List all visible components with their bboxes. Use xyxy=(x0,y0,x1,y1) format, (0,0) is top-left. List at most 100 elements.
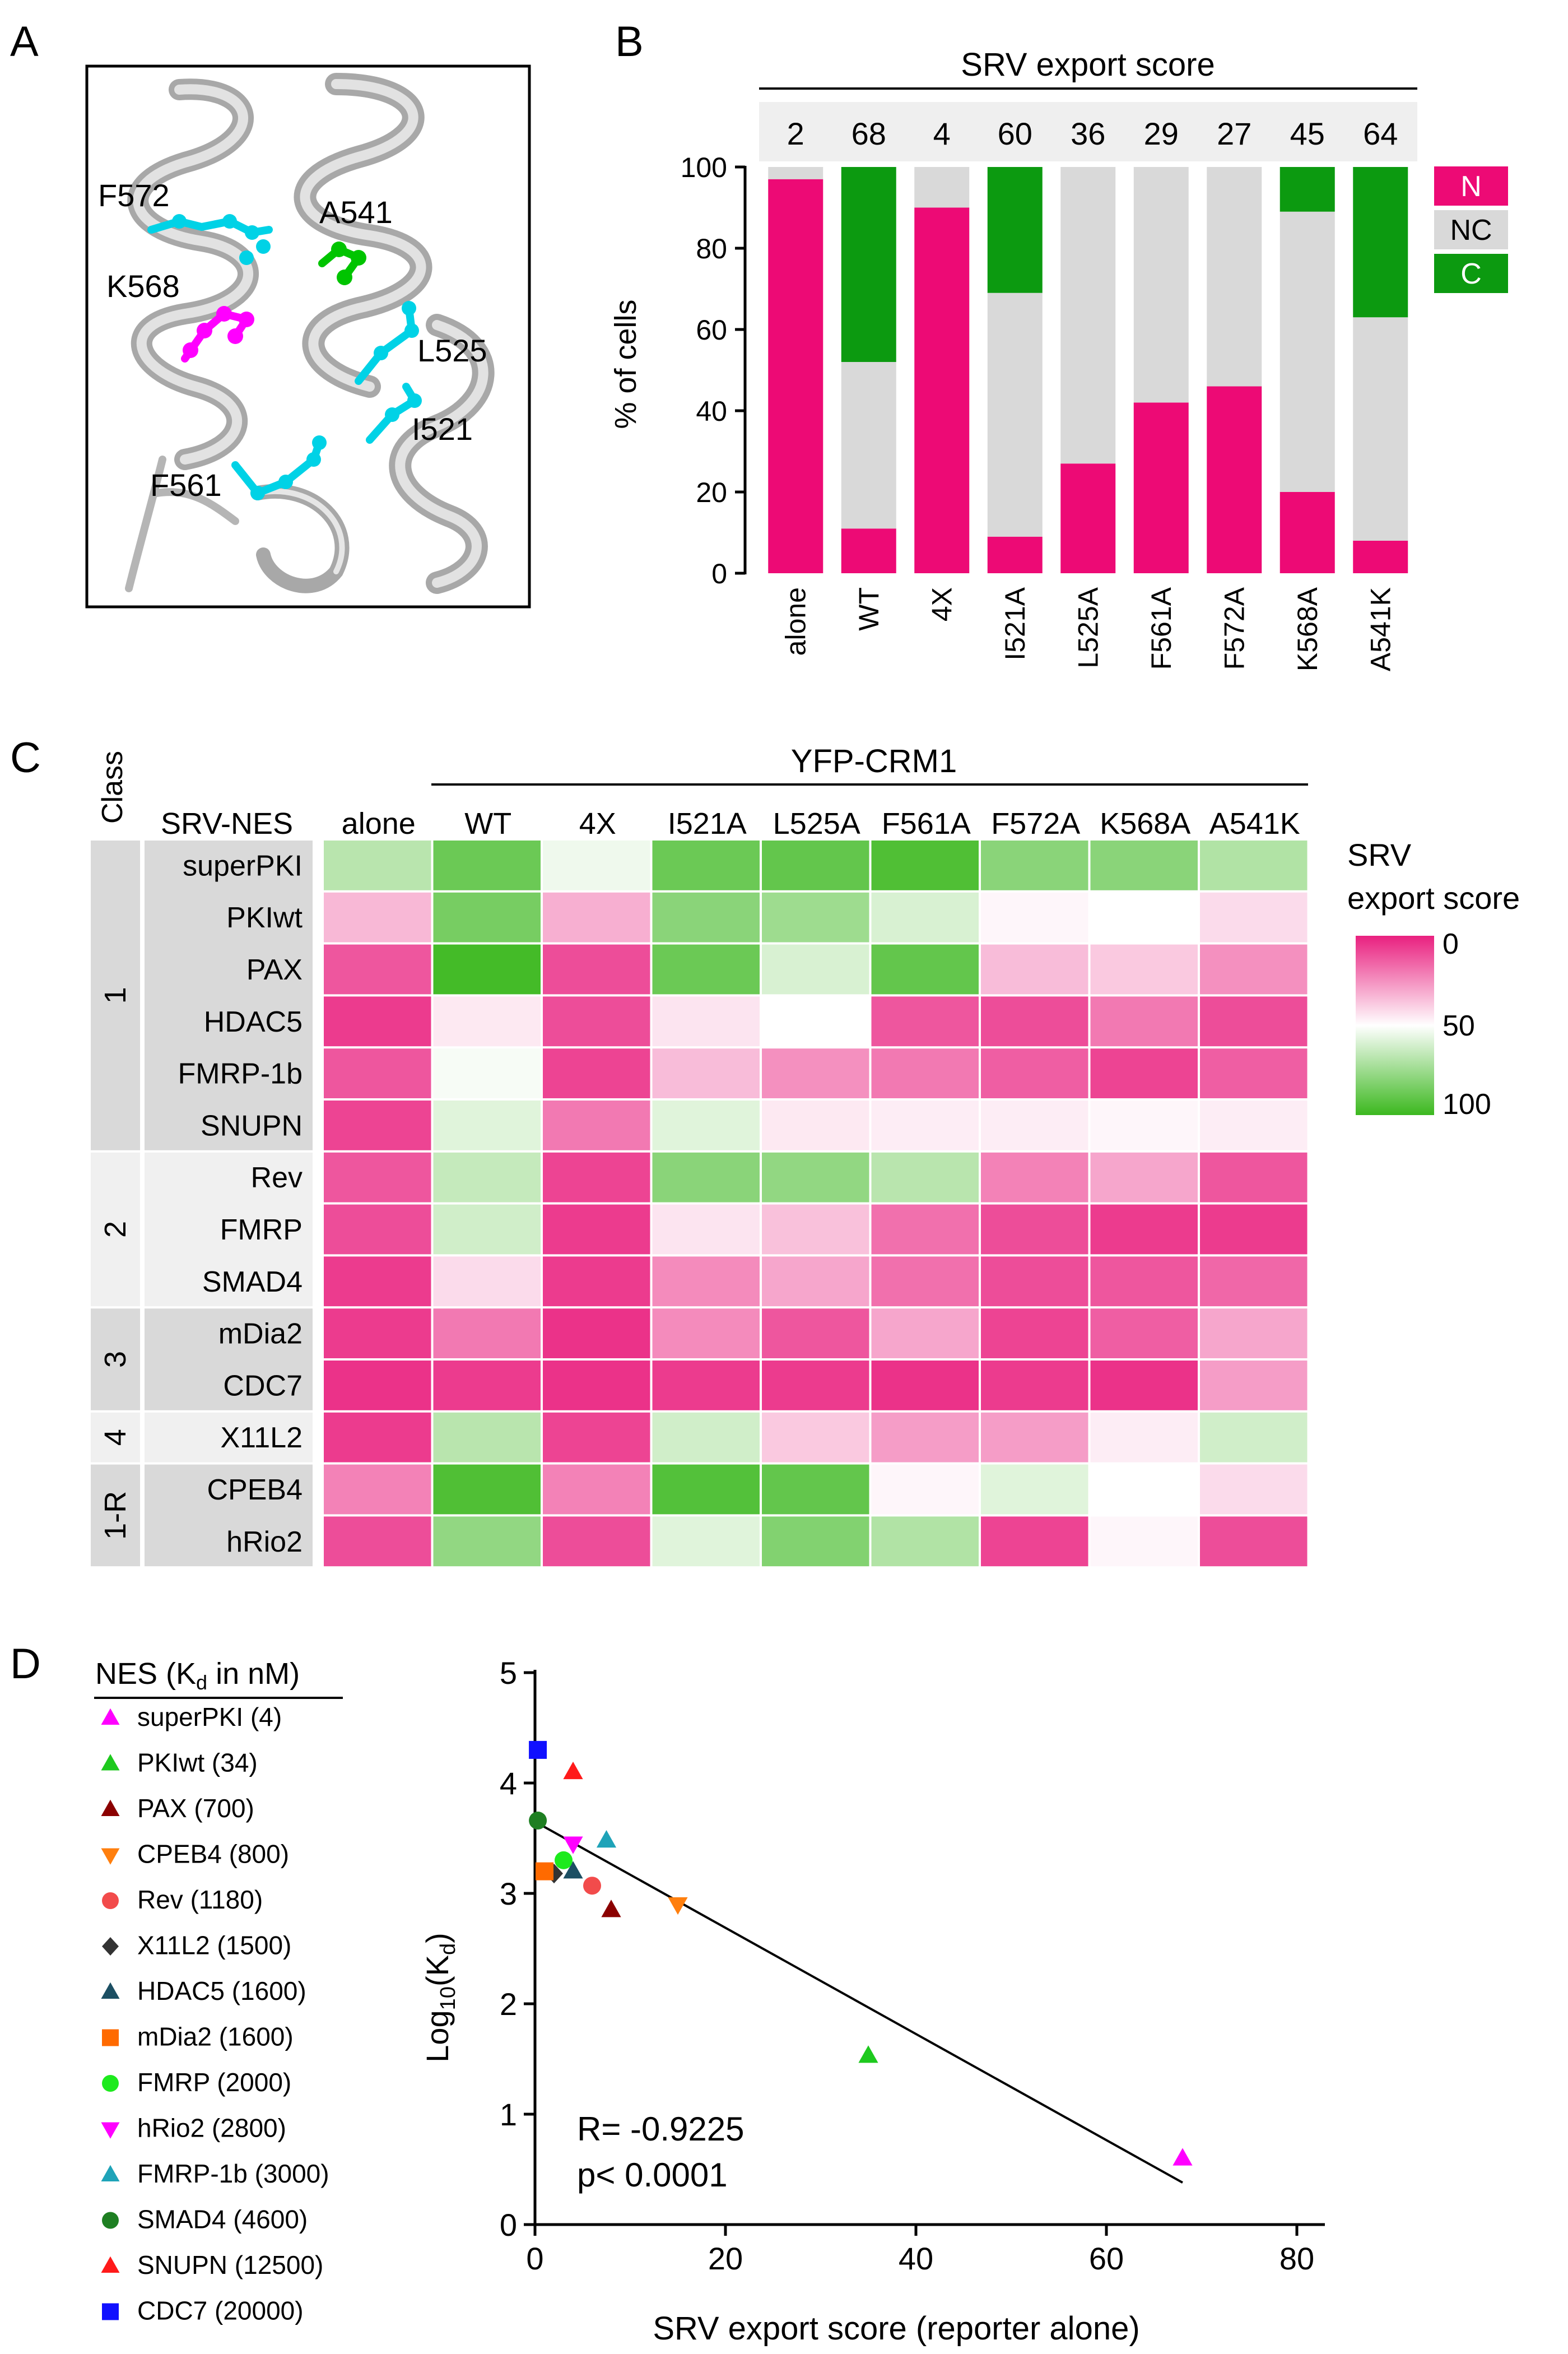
point-smad4 xyxy=(529,1811,547,1830)
heatmap-class-bands: 1 2 3 4 1-R xyxy=(91,841,313,1567)
heatmap-cell xyxy=(433,996,541,1047)
row-header-band xyxy=(145,1464,313,1567)
score-values: 2 68 4 60 36 29 27 45 64 xyxy=(787,116,1398,151)
heatmap-cell xyxy=(762,1256,869,1307)
category-label: K568A xyxy=(1292,587,1323,671)
heatmap-cell xyxy=(652,1412,760,1462)
heatmap-cell xyxy=(543,1256,650,1307)
heatmap-cell xyxy=(981,996,1088,1047)
y-tick-label: 100 xyxy=(681,152,727,183)
panel-letter-d: D xyxy=(10,1640,41,1688)
bar-segment-c xyxy=(1353,167,1408,318)
heatmap-row-label: PKIwt xyxy=(226,902,303,934)
legend-marker xyxy=(101,1848,120,1865)
heatmap-cell xyxy=(1090,1464,1198,1515)
heatmap-cell xyxy=(762,944,869,995)
heatmap-cell xyxy=(871,892,979,942)
point-cpeb4 xyxy=(668,1897,688,1915)
correlation-r: R= -0.9225 xyxy=(577,2110,745,2148)
heatmap-cell xyxy=(1200,1048,1308,1098)
heatmap-cell xyxy=(981,1464,1088,1515)
bar-segment-n xyxy=(768,179,823,573)
legend-marker xyxy=(101,2256,120,2273)
scatter-axes: 0 1 2 3 4 5 0 20 40 60 80 xyxy=(500,1655,1325,2276)
category-label: F561A xyxy=(1146,587,1177,670)
legend-marker xyxy=(102,2303,119,2320)
legend-entry-label: CDC7 (20000) xyxy=(137,2296,304,2325)
legend-swatch xyxy=(1434,254,1508,293)
heatmap-cell xyxy=(762,1464,869,1515)
heatmap-cell xyxy=(324,1101,431,1150)
class-header: Class xyxy=(96,751,129,824)
heatmap-cell xyxy=(1200,944,1308,995)
legend-entry-label: mDia2 (1600) xyxy=(137,2022,294,2051)
heatmap-cell xyxy=(543,1464,650,1515)
heatmap-cell xyxy=(762,1412,869,1462)
compartment-legend: N NC C xyxy=(1434,166,1508,293)
heatmap-cell xyxy=(871,1412,979,1462)
bar-segment-nc xyxy=(914,167,970,208)
heatmap-cell xyxy=(762,1101,869,1150)
point-snupn xyxy=(563,1761,583,1780)
heatmap-cell xyxy=(1200,1516,1308,1567)
scale-title-line-1: SRV xyxy=(1347,837,1412,872)
heatmap-cell xyxy=(871,1516,979,1567)
heatmap-cell xyxy=(981,1308,1088,1358)
heatmap-cell xyxy=(1200,1464,1308,1515)
x-tick-label-d: 40 xyxy=(899,2241,933,2276)
x-axis-label-d: SRV export score (reporter alone) xyxy=(653,2310,1139,2347)
class-label: 2 xyxy=(99,1221,132,1238)
heatmap-cell xyxy=(871,841,979,890)
heatmap-row-label: HDAC5 xyxy=(204,1006,303,1038)
residue-sticks xyxy=(147,214,422,500)
panel-d: D NES (Kd in nM) superPKI (4) PKIwt (34) P… xyxy=(10,1640,1325,2347)
scatter-points xyxy=(529,1740,1193,2166)
heatmap-cell xyxy=(981,1152,1088,1202)
srv-nes-header: SRV-NES xyxy=(161,807,293,841)
heatmap-cell xyxy=(1090,944,1198,995)
panel-b: B SRV export score 2 68 4 60 36 29 27 45 64 % of… xyxy=(609,18,1508,671)
heatmap-cell xyxy=(324,1256,431,1307)
heatmap-cell xyxy=(981,1412,1088,1462)
bar-segment-nc xyxy=(1353,317,1408,541)
y-tick-label: 20 xyxy=(696,477,727,508)
class-label: 4 xyxy=(99,1429,132,1446)
category-label: alone xyxy=(780,587,811,656)
heatmap-cell xyxy=(543,1516,650,1567)
legend-entry-label: hRio2 (2800) xyxy=(137,2114,286,2143)
heatmap-cell xyxy=(324,1048,431,1098)
heatmap-cell xyxy=(652,1464,760,1515)
legend-entry-label: FMRP-1b (3000) xyxy=(137,2159,329,2188)
heatmap-row-label: Rev xyxy=(251,1162,303,1194)
residue-label-l525: L525 xyxy=(417,333,487,368)
heatmap-cell xyxy=(543,996,650,1047)
row-header-band xyxy=(145,841,313,1150)
category-label: L525A xyxy=(1072,587,1104,668)
heatmap-cell xyxy=(543,1361,650,1410)
heatmap-column-label: L525A xyxy=(773,807,860,841)
score-value: 27 xyxy=(1217,116,1251,151)
legend-entry-label: SNUPN (12500) xyxy=(137,2250,323,2279)
legend-entry-label: PAX (700) xyxy=(137,1794,254,1823)
scale-tick-100: 100 xyxy=(1443,1088,1491,1121)
scale-tick-0: 0 xyxy=(1443,928,1459,960)
heatmap-row-label: SMAD4 xyxy=(202,1266,303,1298)
heatmap-cell xyxy=(543,1308,650,1358)
heatmap-cell xyxy=(1200,996,1308,1047)
point-mdia2 xyxy=(536,1862,553,1881)
y-tick-label: 40 xyxy=(696,396,727,427)
heatmap-row-label: mDia2 xyxy=(218,1318,303,1350)
heatmap-cell xyxy=(433,1152,541,1202)
heatmap-cell xyxy=(433,1361,541,1410)
heatmap-cell xyxy=(1090,1048,1198,1098)
heatmap-cell xyxy=(324,1361,431,1410)
y-tick-label: 60 xyxy=(696,314,727,346)
heatmap-cell xyxy=(433,1101,541,1150)
heatmap-cell xyxy=(652,1516,760,1567)
heatmap-column-label: I521A xyxy=(668,807,747,841)
heatmap-row-label: hRio2 xyxy=(226,1526,303,1558)
heatmap-cell xyxy=(762,1516,869,1567)
heatmap-cell xyxy=(652,1204,760,1255)
class-label: 3 xyxy=(99,1351,132,1368)
bar-segment-nc xyxy=(1207,167,1262,387)
